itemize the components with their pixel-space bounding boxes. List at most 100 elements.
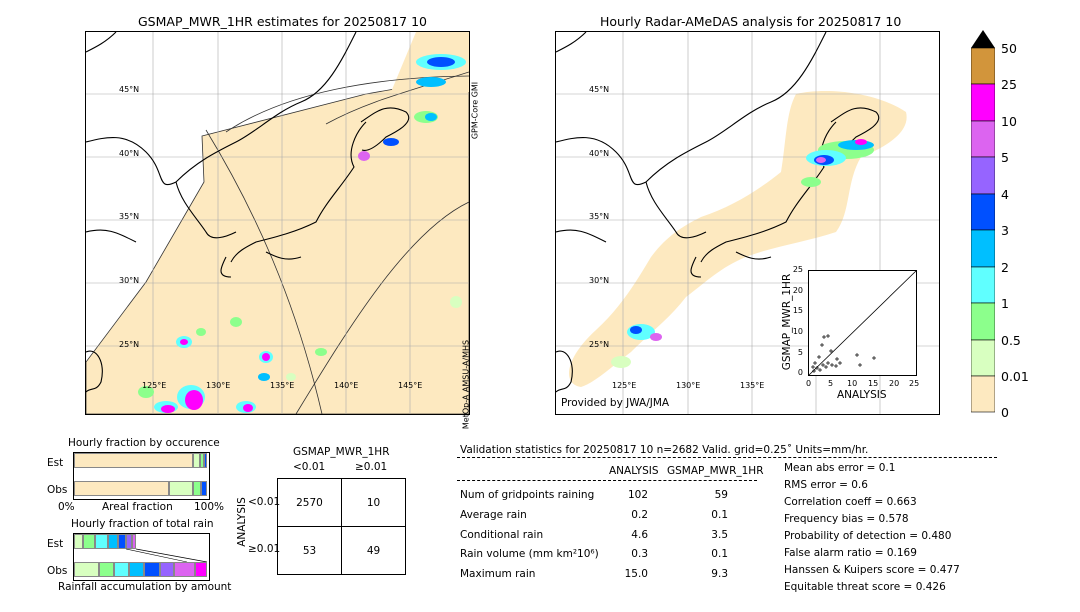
left-map [85, 31, 470, 415]
validation-row-analysis: 0.2 [631, 509, 648, 521]
contingency-cell: 49 [341, 526, 406, 575]
contingency-cell: 53 [277, 526, 342, 575]
scatter-y-tick: 15 [792, 306, 803, 315]
right-lon-label: 135°E [740, 381, 765, 390]
scatter-x-tick: 5 [828, 379, 834, 388]
left-lat-label: 35°N [119, 212, 140, 221]
right-lat-label: 35°N [589, 212, 610, 221]
scatter-x-tick: 20 [889, 379, 900, 388]
contingency-col-header: <0.01 [293, 461, 326, 473]
score-line: Hanssen & Kuipers score = 0.477 [784, 564, 960, 576]
occurrence-bar-est-wet [200, 453, 204, 468]
occurrence-bar-obs-wet [193, 481, 201, 496]
rain-bar-obs [174, 562, 195, 577]
occurrence-bar-obs-heavy [201, 481, 207, 496]
contingency-table: 2570 10 53 49 [277, 478, 406, 575]
right-lat-label: 40°N [589, 149, 610, 158]
occurrence-bar-est-dry [74, 453, 193, 468]
right-lat-label: 30°N [589, 276, 610, 285]
occurrence-row-est: Est [47, 457, 64, 469]
occurrence-row-obs: Obs [47, 484, 68, 496]
contingency-row: 2570 10 [277, 478, 406, 527]
scatter-x-tick: 15 [868, 379, 879, 388]
provider-label: Provided by JWA/JMA [561, 397, 670, 409]
rain-bar-obs [160, 562, 174, 577]
rain-bar-obs [129, 562, 144, 577]
colorbar-swatches [970, 30, 996, 413]
rain-bar-obs [99, 562, 114, 577]
contingency-title: GSMAP_MWR_1HR [293, 446, 390, 458]
score-line: RMS error = 0.6 [784, 479, 868, 491]
validation-row-gsmap: 9.3 [711, 568, 728, 580]
colorbar [970, 30, 996, 413]
scatter-x-label: ANALYSIS [837, 389, 887, 401]
scatter-y-tick: 20 [792, 286, 803, 295]
colorbar-label: 10 [1001, 114, 1017, 129]
colorbar-label: 4 [1001, 187, 1009, 202]
validation-divider [457, 457, 997, 458]
contingency-row-header: ≥0.01 [248, 543, 281, 555]
colorbar-label: 1 [1001, 296, 1009, 311]
right-lon-label: 130°E [676, 381, 701, 390]
left-lon-label: 145°E [398, 381, 423, 390]
left-lat-label: 40°N [119, 149, 140, 158]
occurrence-bar-obs-dry [74, 481, 169, 496]
right-lat-label: 25°N [589, 340, 610, 349]
validation-col-divider [457, 480, 757, 481]
colorbar-label: 0.5 [1001, 333, 1021, 348]
rain-bar-est [118, 534, 126, 549]
occurrence-axis-left: 0% [58, 501, 75, 513]
swath-label-metop: MetOp-A AMSU-A/MHS [461, 339, 471, 430]
scatter-y-label: GSMAP_MWR_1HR [781, 273, 793, 371]
validation-row-gsmap: 0.1 [711, 548, 728, 560]
score-line: Frequency bias = 0.578 [784, 513, 909, 525]
validation-row-analysis: 102 [627, 489, 648, 501]
colorbar-label: 3 [1001, 223, 1009, 238]
left-lon-label: 125°E [142, 381, 167, 390]
colorbar-label: 25 [1001, 77, 1017, 92]
score-line: Mean abs error = 0.1 [784, 462, 896, 474]
contingency-row-header: <0.01 [248, 496, 281, 508]
left-lon-label: 140°E [334, 381, 359, 390]
rain-bar-obs [144, 562, 160, 577]
rain-connector [125, 548, 208, 563]
left-map-canvas [86, 32, 469, 414]
score-line: False alarm ratio = 0.169 [784, 547, 917, 559]
contingency-cell: 10 [341, 478, 406, 527]
score-line: Correlation coeff = 0.663 [784, 496, 917, 508]
colorbar-label: 5 [1001, 150, 1009, 165]
validation-header: Validation statistics for 20250817 10 n=… [460, 444, 869, 456]
total-rain-row-est: Est [47, 538, 64, 550]
left-lon-label: 135°E [270, 381, 295, 390]
colorbar-label: 50 [1001, 41, 1017, 56]
left-lon-label: 130°E [206, 381, 231, 390]
validation-col-gsmap: GSMAP_MWR_1HR [667, 465, 764, 477]
validation-row-gsmap: 0.1 [711, 509, 728, 521]
rain-bar-est [126, 534, 132, 549]
validation-row-gsmap: 3.5 [711, 529, 728, 541]
swath-label-gpm: GPM-Core GMI [470, 81, 480, 140]
contingency-col-header: ≥0.01 [355, 461, 388, 473]
rain-bar-obs [114, 562, 129, 577]
validation-row-label: Maximum rain [460, 568, 536, 580]
total-rain-axis-label: Rainfall accumulation by amount [58, 581, 232, 593]
scatter-inset [808, 270, 917, 376]
validation-row-gsmap: 59 [714, 489, 728, 501]
validation-row-label: Num of gridpoints raining [460, 489, 595, 501]
rain-bar-est [132, 534, 136, 549]
scatter-y-tick: 25 [792, 265, 803, 274]
contingency-cell: 2570 [277, 478, 342, 527]
total-rain-row-obs: Obs [47, 565, 68, 577]
score-line: Probability of detection = 0.480 [784, 530, 952, 542]
occurrence-axis-label: Areal fraction [102, 501, 173, 513]
occurrence-bar-est-light [193, 453, 200, 468]
rain-bar-obs [74, 562, 99, 577]
occurrence-bar-obs-light [169, 481, 193, 496]
occurrence-bar-est-heavy [204, 453, 207, 468]
scatter-x-tick: 25 [909, 379, 920, 388]
rain-bar-obs [195, 562, 207, 577]
left-lat-label: 45°N [119, 85, 140, 94]
total-rain-title: Hourly fraction of total rain [71, 518, 214, 530]
right-map-title: Hourly Radar-AMeDAS analysis for 2025081… [600, 14, 902, 29]
right-lat-label: 45°N [589, 85, 610, 94]
